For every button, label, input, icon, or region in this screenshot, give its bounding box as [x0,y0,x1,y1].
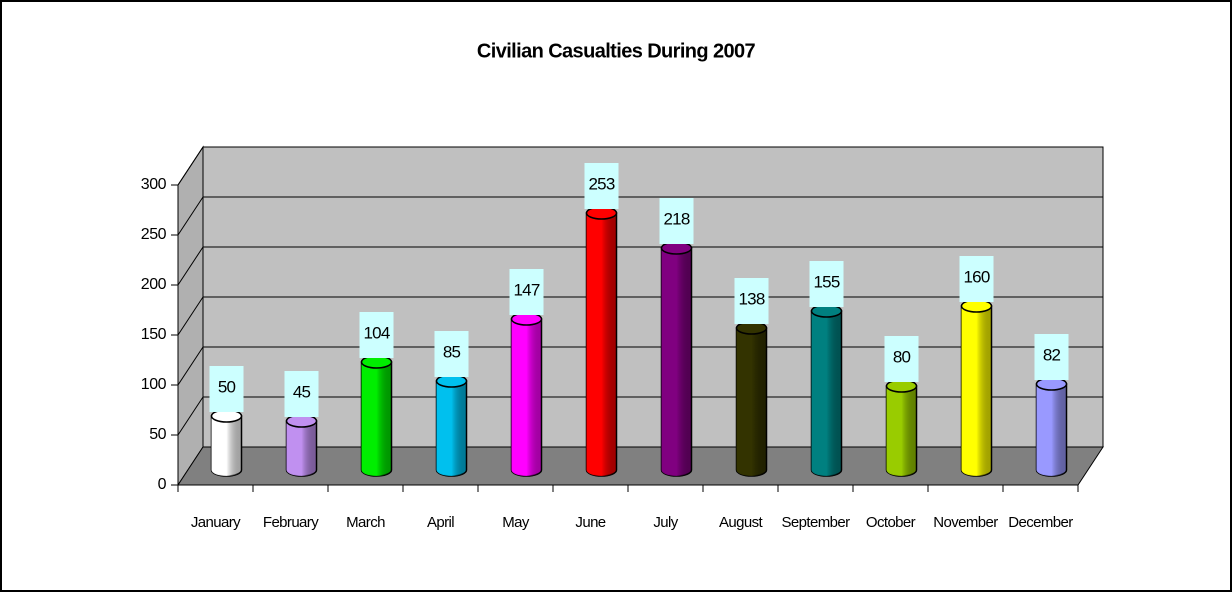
bar-shade [811,311,842,476]
grid-line [177,396,204,436]
x-tick-label: September [782,514,851,531]
value-label-box [1034,334,1069,380]
x-tick-label: March [346,514,385,531]
y-tick-label: 150 [141,326,167,343]
bar-shade [586,213,617,476]
value-label: 104 [364,323,390,342]
chart-title: Civilian Casualties During 2007 [477,40,756,62]
bar-shade [736,328,767,476]
grid-line [177,296,204,336]
grid-line [177,346,204,386]
x-tick-label: October [866,514,916,531]
value-label: 50 [218,377,236,396]
bar-shade [286,421,317,476]
value-label-box [659,198,694,244]
value-label: 45 [293,382,311,401]
y-tick-label: 200 [141,276,167,293]
value-label-box [509,269,544,315]
bar-shade [361,362,392,476]
grid-line [177,196,204,236]
bar-shade [886,386,917,476]
value-label: 80 [893,347,911,366]
value-label-box [359,312,394,358]
bar-shade [511,319,542,476]
x-tick-label: August [719,514,764,531]
value-label-box [959,256,994,302]
value-label: 253 [589,174,615,193]
y-tick-label: 0 [158,476,167,493]
value-label: 218 [664,209,690,228]
x-tick-label: May [502,514,530,531]
y-tick-label: 100 [141,376,167,393]
value-label-box [809,261,844,307]
x-tick-label: February [263,514,319,531]
y-tick-label: 300 [141,176,167,193]
x-tick-label: January [191,514,241,531]
value-label-box [284,371,319,417]
bar-shade [661,248,692,476]
grid-line [177,146,204,186]
value-label: 138 [739,289,765,308]
x-tick-label: December [1008,514,1073,531]
x-tick-label: June [575,514,605,531]
x-tick-label: July [653,514,678,531]
y-tick-label: 250 [141,226,167,243]
value-label-box [209,366,244,412]
value-label-box [434,331,469,377]
bar-shade [436,381,467,476]
value-label: 85 [443,342,461,361]
bar-shade [1036,384,1067,476]
value-label: 147 [514,280,540,299]
value-label-box [884,336,919,382]
x-tick-label: April [427,514,454,531]
value-label: 155 [814,272,840,291]
value-label-box [584,163,619,209]
grid-line [177,246,204,286]
x-tick-label: November [933,514,998,531]
value-label: 82 [1043,345,1061,364]
y-tick-label: 50 [149,426,166,443]
value-label: 160 [964,267,990,286]
value-label-box [734,278,769,324]
bar-shade [961,306,992,476]
bar-shade [211,416,242,476]
